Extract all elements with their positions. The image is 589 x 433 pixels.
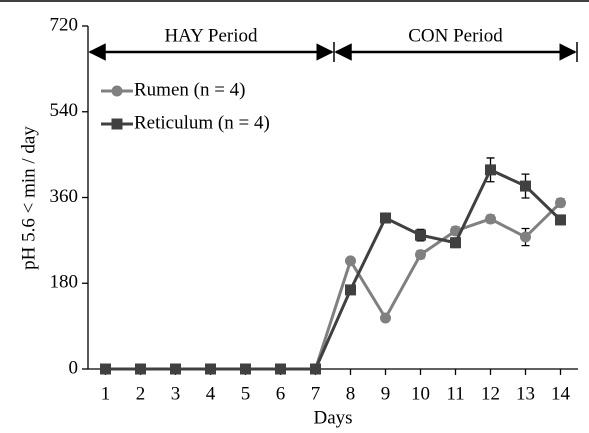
legend-label: Rumen (n = 4) bbox=[134, 79, 246, 100]
point bbox=[345, 255, 356, 267]
x-tick-label: 4 bbox=[206, 383, 216, 404]
legend-marker bbox=[111, 85, 123, 97]
point bbox=[275, 363, 286, 375]
point bbox=[135, 363, 146, 375]
x-tick-label: 10 bbox=[411, 383, 430, 404]
x-tick-label: 12 bbox=[481, 383, 500, 404]
x-axis-label: Days bbox=[313, 407, 352, 428]
point bbox=[520, 231, 531, 243]
series-line bbox=[105, 201, 562, 371]
y-tick-label: 180 bbox=[50, 272, 79, 293]
x-tick-label: 14 bbox=[551, 383, 571, 404]
point bbox=[310, 363, 321, 375]
y-axis-label: pH 5.6 < min / day bbox=[18, 126, 39, 270]
x-tick-label: 13 bbox=[516, 383, 535, 404]
point bbox=[380, 212, 391, 224]
period-label: CON Period bbox=[408, 25, 503, 46]
x-tick-label: 5 bbox=[241, 383, 251, 404]
x-tick-label: 9 bbox=[381, 383, 391, 404]
point bbox=[415, 229, 426, 241]
legend-marker bbox=[111, 118, 123, 130]
point bbox=[520, 180, 531, 192]
series-line bbox=[105, 167, 562, 371]
period-label: HAY Period bbox=[164, 25, 258, 46]
x-tick-label: 2 bbox=[136, 383, 146, 404]
legend-label: Reticulum (n = 4) bbox=[134, 112, 270, 133]
x-tick-label: 8 bbox=[346, 383, 356, 404]
point bbox=[415, 249, 426, 261]
x-tick-label: 1 bbox=[101, 383, 111, 404]
point bbox=[450, 237, 461, 249]
point bbox=[100, 363, 111, 375]
point bbox=[205, 363, 216, 375]
x-tick-label: 11 bbox=[446, 383, 464, 404]
point bbox=[380, 312, 391, 324]
point bbox=[555, 197, 566, 209]
x-tick-label: 7 bbox=[311, 383, 321, 404]
point bbox=[485, 213, 496, 225]
point bbox=[485, 164, 496, 176]
point bbox=[555, 214, 566, 226]
point bbox=[345, 284, 356, 296]
point bbox=[240, 363, 251, 375]
y-tick-label: 0 bbox=[69, 357, 79, 378]
y-tick-label: 540 bbox=[50, 100, 79, 121]
y-tick-label: 720 bbox=[50, 14, 79, 35]
x-tick-label: 3 bbox=[171, 383, 181, 404]
point bbox=[170, 363, 181, 375]
x-tick-label: 6 bbox=[276, 383, 286, 404]
y-tick-label: 360 bbox=[50, 186, 79, 207]
